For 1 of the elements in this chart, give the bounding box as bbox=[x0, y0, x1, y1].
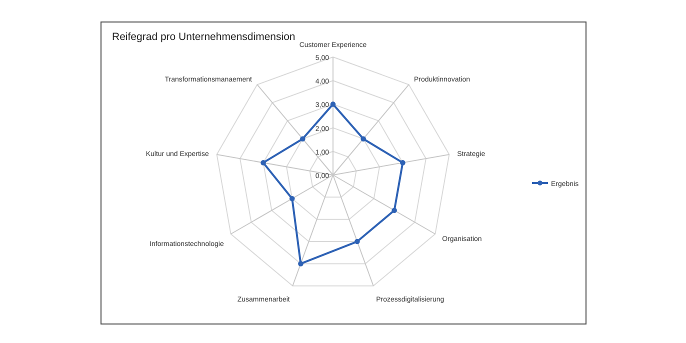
chart-title: Reifegrad pro Unternehmensdimension bbox=[112, 31, 296, 43]
